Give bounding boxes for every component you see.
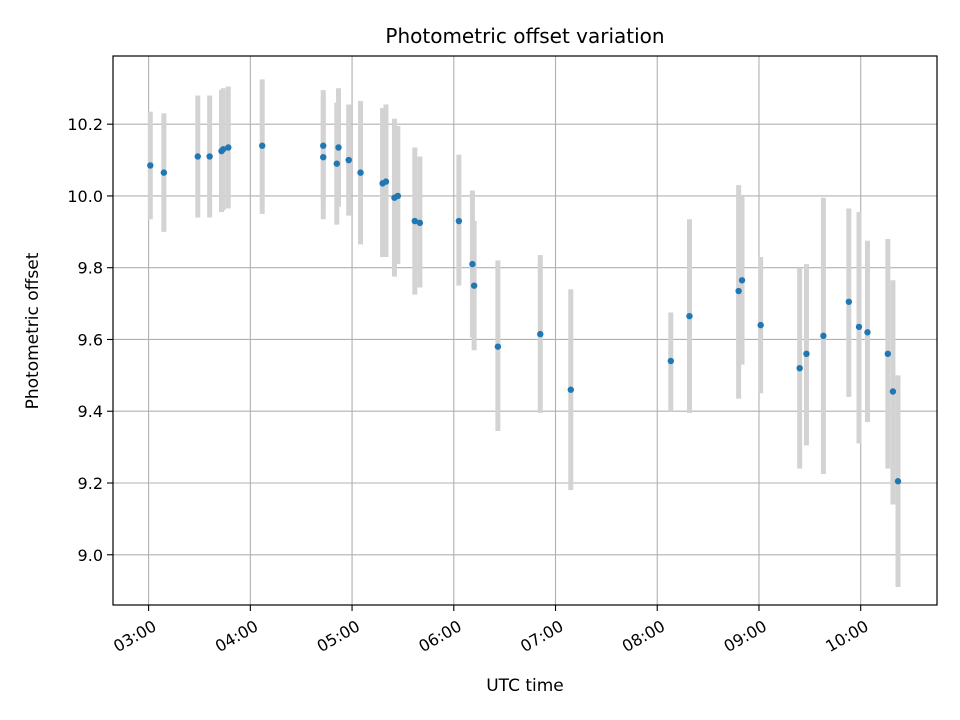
- data-point: [206, 153, 213, 160]
- y-tick-label: 9.2: [78, 474, 103, 493]
- data-point: [160, 169, 168, 176]
- data-point: [470, 282, 478, 289]
- data-point: [803, 350, 810, 358]
- data-point: [411, 217, 418, 225]
- x-axis-title: UTC time: [486, 676, 564, 696]
- data-point: [335, 144, 342, 151]
- y-axis-title: Photometric offset: [23, 252, 43, 409]
- data-point: [382, 178, 390, 185]
- y-tick-label: 9.6: [78, 330, 103, 349]
- data-point: [357, 169, 364, 176]
- data-point: [889, 388, 897, 395]
- data-point: [394, 192, 402, 200]
- data-point: [220, 146, 227, 153]
- data-point: [567, 386, 574, 393]
- data-point: [194, 153, 201, 160]
- data-point: [845, 298, 853, 305]
- data-point: [686, 312, 693, 320]
- data-point: [537, 330, 544, 338]
- y-tick-label: 9.0: [78, 546, 103, 565]
- data-point: [820, 332, 827, 340]
- y-tick-layer: 9.0 9.2 9.4 9.6 9.8 10.0 10.2: [67, 115, 113, 565]
- data-point: [259, 142, 266, 149]
- plot-frame: [112, 55, 938, 606]
- point-layer: [147, 142, 902, 485]
- data-point: [147, 162, 154, 169]
- data-point: [494, 343, 502, 350]
- data-point: [225, 144, 232, 151]
- data-point: [864, 329, 871, 336]
- data-point: [469, 260, 476, 268]
- data-point: [735, 287, 742, 295]
- data-point: [416, 219, 424, 227]
- data-point: [320, 142, 327, 149]
- data-point: [855, 323, 863, 331]
- y-tick-label: 9.4: [78, 402, 103, 421]
- data-point: [738, 277, 746, 284]
- data-point: [345, 156, 352, 164]
- y-tick-label: 10.2: [67, 115, 103, 134]
- y-tick-label: 10.0: [67, 187, 103, 206]
- chart-title: Photometric offset variation: [385, 24, 664, 48]
- data-point: [884, 350, 892, 358]
- data-point: [320, 153, 327, 161]
- data-point: [333, 160, 341, 167]
- data-point: [455, 217, 463, 225]
- data-point: [757, 321, 764, 329]
- data-point: [894, 478, 902, 485]
- data-point: [796, 364, 803, 372]
- y-tick-label: 9.8: [78, 259, 103, 278]
- data-point: [667, 357, 675, 365]
